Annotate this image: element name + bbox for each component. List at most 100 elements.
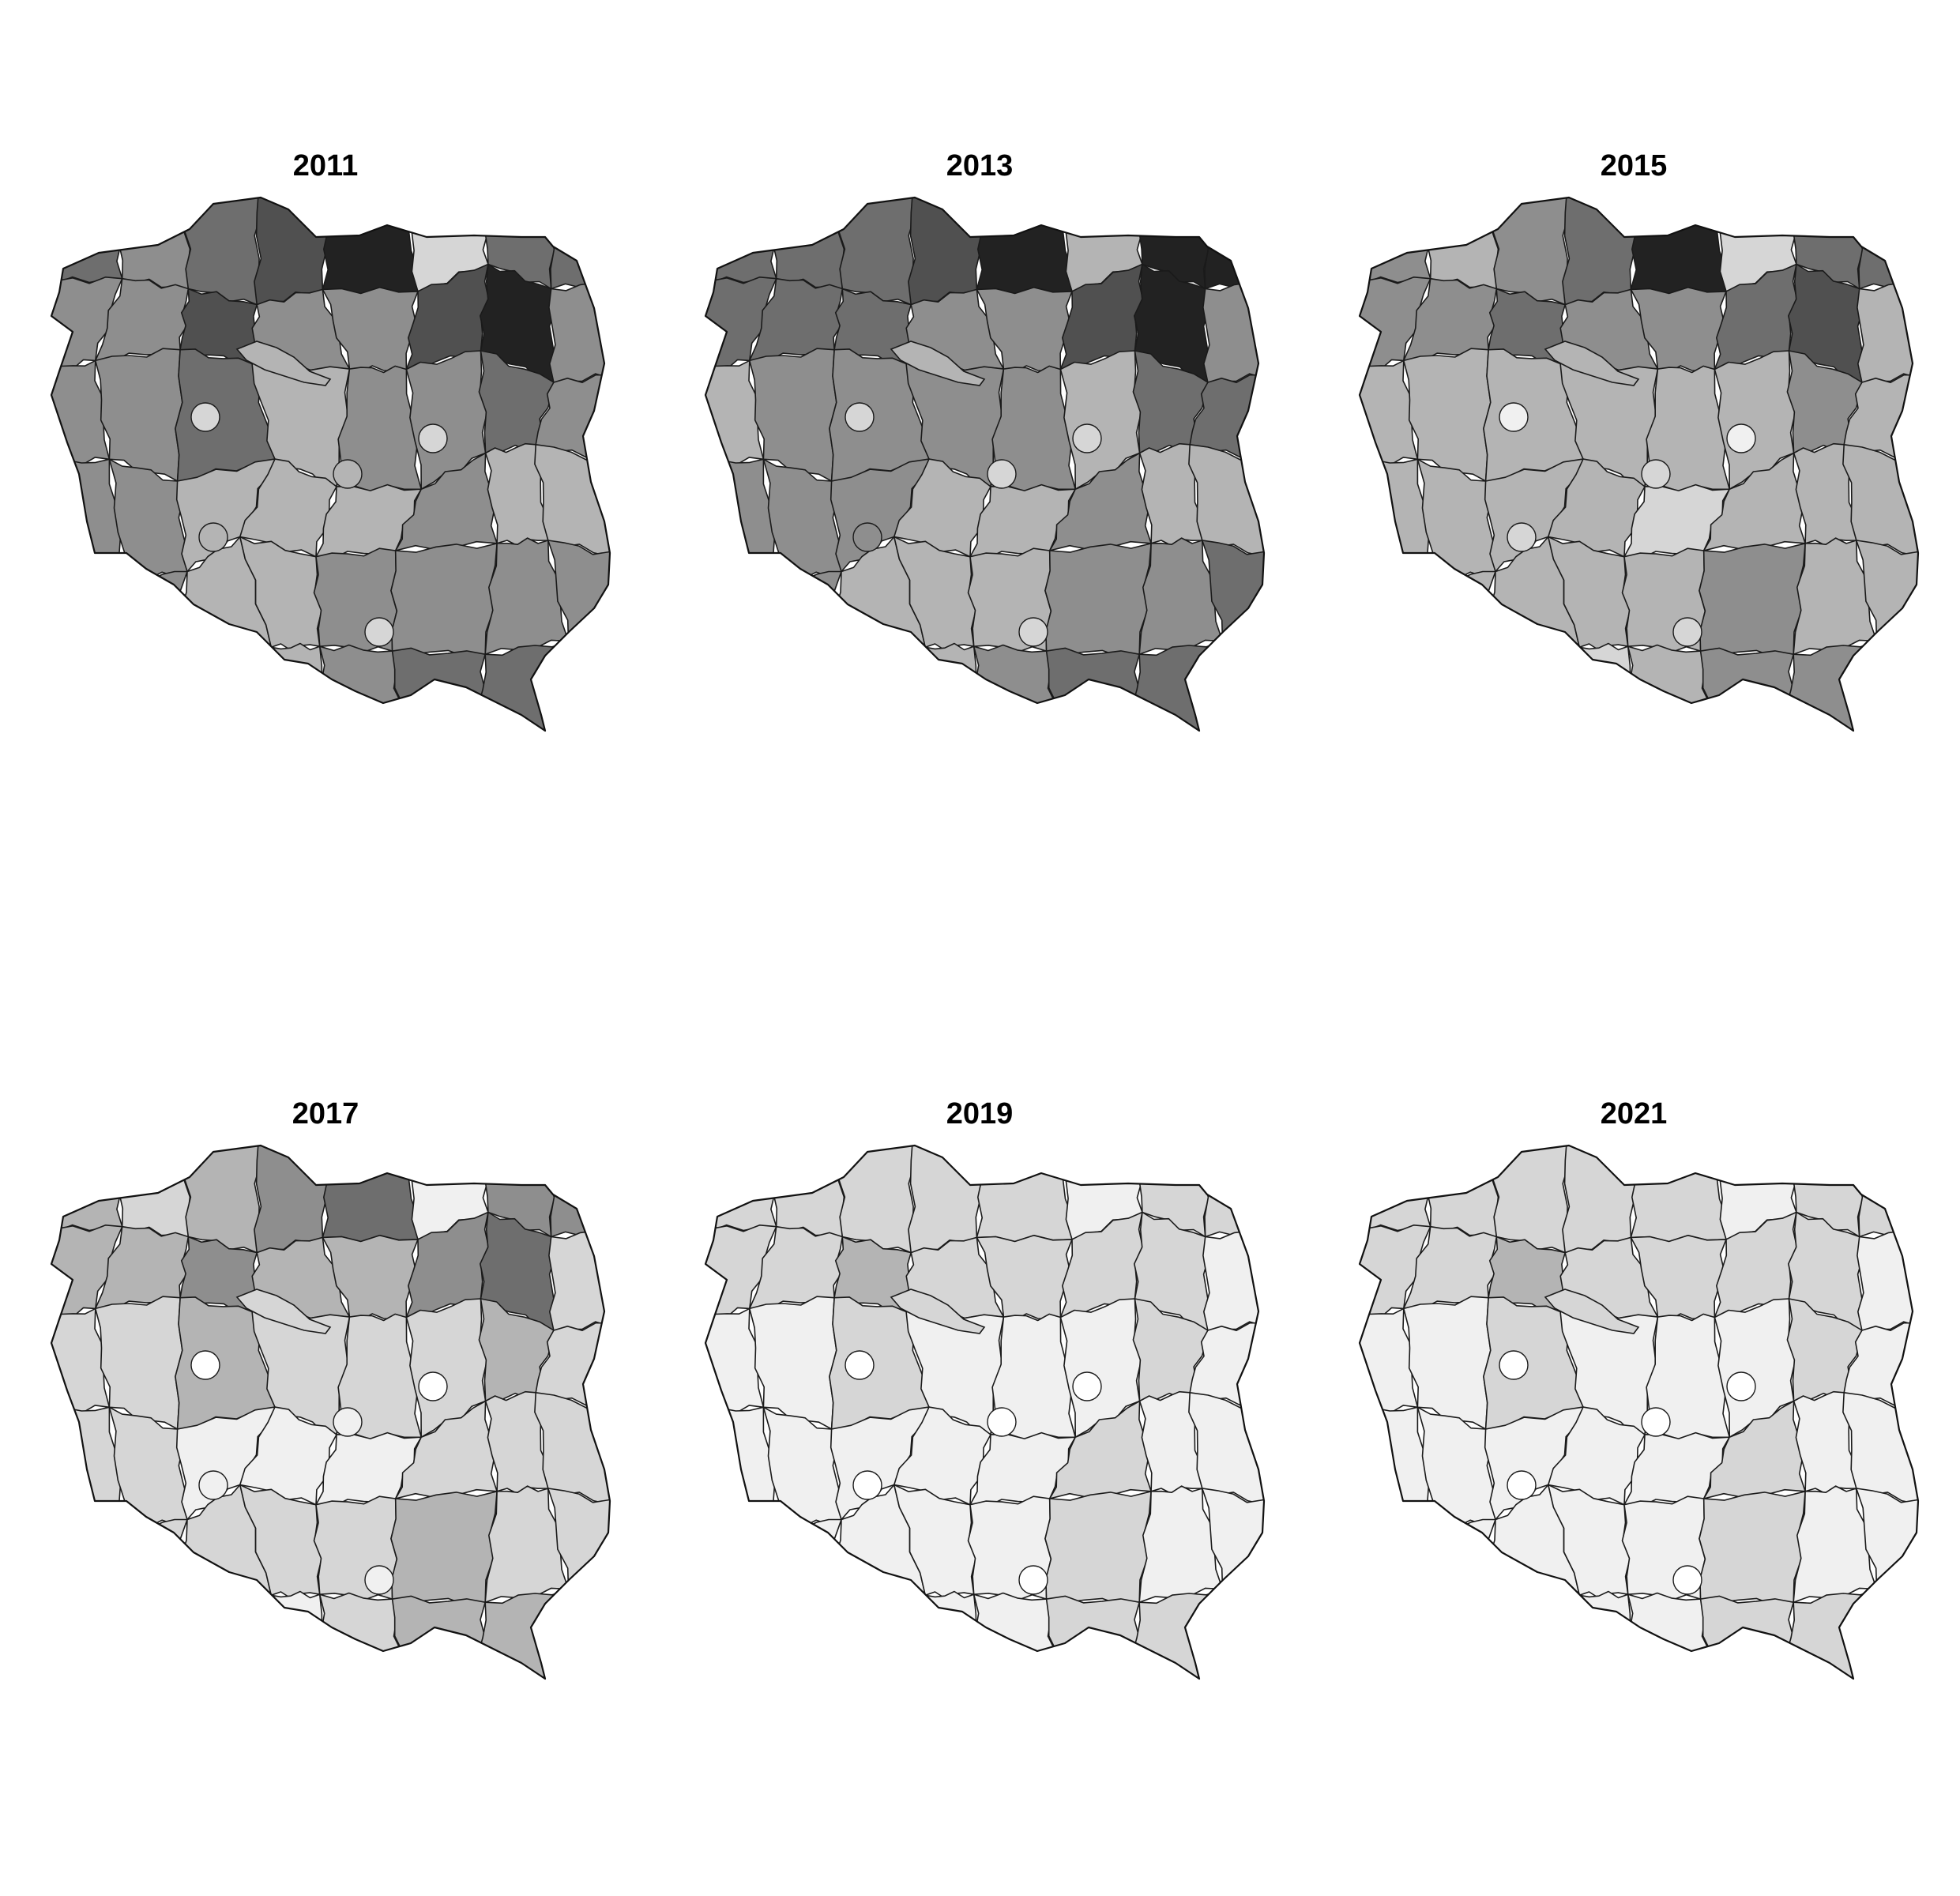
region [1201,198,1264,290]
region [1406,1518,1496,1625]
region [322,1146,419,1243]
region [752,570,842,678]
region [548,1228,610,1331]
region [1785,1588,1878,1679]
city-region [1672,1565,1702,1595]
map-panel-2015: 2015 [1358,149,1920,732]
city-region [1018,1565,1048,1595]
city-region [845,402,875,432]
region [705,1307,765,1415]
region [705,458,781,582]
city-region [198,522,228,552]
region [1044,542,1152,658]
region [1566,642,1641,731]
city-region [1499,1350,1529,1380]
region [318,1592,406,1679]
region [51,1406,126,1529]
region [169,646,273,731]
region [1699,542,1806,658]
region [1360,1505,1435,1623]
region [51,1307,111,1415]
city-region [190,1350,220,1380]
region [1630,1146,1728,1243]
region [1477,646,1581,731]
city-region [1641,459,1671,489]
map-panel-2013: 2013 [704,149,1266,732]
region [752,1518,842,1625]
region [1562,1146,1641,1254]
region [98,1518,188,1625]
region [752,1616,841,1679]
region [1406,570,1496,678]
country-outline [50,1144,611,1680]
region [1562,198,1641,306]
region [547,198,610,290]
region [254,198,333,306]
region [390,542,498,658]
region [51,1146,123,1232]
region [51,458,126,582]
region [837,1146,916,1254]
region [1858,638,1918,731]
map-panel-2011: 2011 [50,149,611,732]
region [547,1146,610,1238]
region [1477,1594,1581,1679]
region [1360,557,1435,675]
region [705,557,781,675]
panel-title: 2019 [946,1097,1014,1130]
region [51,649,114,731]
region [51,1597,114,1679]
region [1131,640,1224,731]
city-region [190,402,220,432]
city-region [1507,522,1537,552]
region [976,1146,1074,1243]
city-region [364,617,394,647]
region [1360,458,1435,582]
region [912,642,987,731]
city-region [333,1407,363,1437]
region [111,1146,191,1238]
region [1785,640,1878,731]
region [1360,649,1422,731]
region [1420,1146,1499,1238]
country-outline [1358,1144,1920,1680]
region [705,1597,768,1679]
region [972,644,1060,731]
panel-title: 2013 [946,149,1014,182]
region [705,649,768,731]
region [705,359,765,467]
region [1204,638,1264,731]
region-layer [705,198,1264,731]
region [1406,1616,1495,1679]
region-layer [1360,198,1918,731]
city-region [1072,1371,1102,1401]
city-region [852,522,882,552]
region [1044,1491,1152,1606]
region [908,198,987,306]
map-panel-2017: 2017 [50,1097,611,1680]
region [1360,1406,1435,1529]
region [1858,1586,1918,1679]
region [1699,1491,1806,1606]
region [752,668,841,731]
region [477,640,570,731]
region [972,1592,1060,1679]
region [823,646,927,731]
region [1360,359,1419,467]
region [908,1146,987,1254]
region [258,1590,333,1679]
region [705,1505,781,1623]
region [390,1491,498,1606]
region [1360,198,1431,284]
region [1131,1588,1224,1679]
region-layer [705,1146,1264,1679]
region [1201,1146,1264,1238]
region [1360,1146,1431,1232]
region [1406,668,1495,731]
region [912,1590,987,1679]
city-region [987,1407,1017,1437]
region [51,359,111,467]
region [823,1594,927,1679]
region [258,642,333,731]
